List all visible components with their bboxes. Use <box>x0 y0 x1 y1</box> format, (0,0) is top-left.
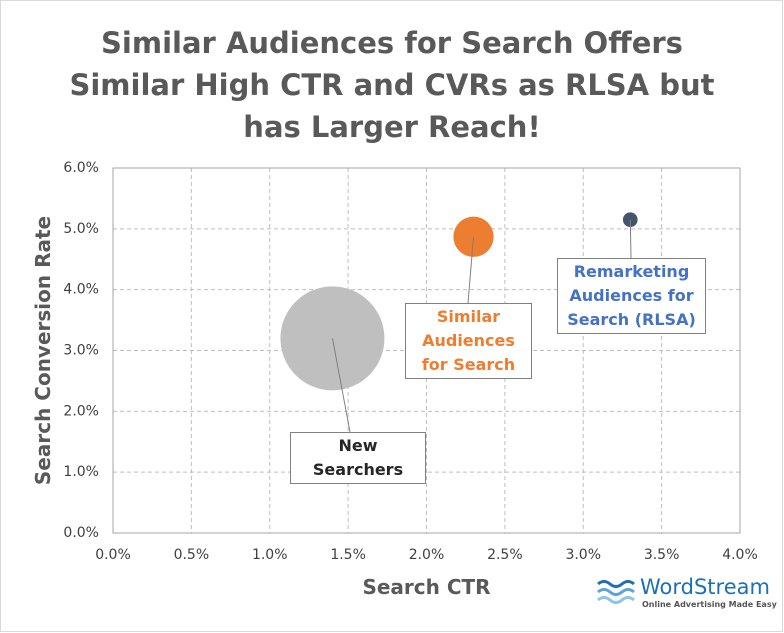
leader-line <box>467 236 475 304</box>
y-tick-label: 1.0% <box>63 464 99 480</box>
y-tick-label: 4.0% <box>63 282 99 298</box>
y-tick-label: 6.0% <box>63 160 99 176</box>
x-tick-label: 0.0% <box>95 547 131 563</box>
y-tick-label: 2.0% <box>63 403 99 419</box>
data-label: New Searchers <box>290 432 426 484</box>
logo-icon <box>597 580 635 604</box>
logo-tagline: Online Advertising Made Easy <box>642 600 777 609</box>
y-tick-label: 5.0% <box>63 221 99 237</box>
x-tick-label: 3.5% <box>644 547 680 563</box>
y-axis-label: Search Conversion Rate <box>31 216 55 485</box>
x-tick-label: 0.5% <box>174 547 210 563</box>
x-tick-label: 3.0% <box>565 547 601 563</box>
x-tick-label: 4.0% <box>722 547 758 563</box>
data-label: Similar Audiences for Search <box>405 303 532 379</box>
x-tick-label: 1.0% <box>252 547 288 563</box>
x-tick-label: 2.0% <box>409 547 445 563</box>
logo-name: WordStream <box>640 575 770 599</box>
leader-line <box>331 338 351 433</box>
y-tick-label: 3.0% <box>63 343 99 359</box>
data-label: Remarketing Audiences for Search (RLSA) <box>557 258 706 334</box>
x-axis-label: Search CTR <box>362 575 490 599</box>
y-tick-label: 0.0% <box>63 525 99 541</box>
x-tick-label: 1.5% <box>330 547 366 563</box>
x-tick-label: 2.5% <box>487 547 523 563</box>
chart-title: Similar Audiences for Search Offers Simi… <box>69 26 715 144</box>
leader-line <box>629 219 632 259</box>
plot-border <box>112 167 741 534</box>
